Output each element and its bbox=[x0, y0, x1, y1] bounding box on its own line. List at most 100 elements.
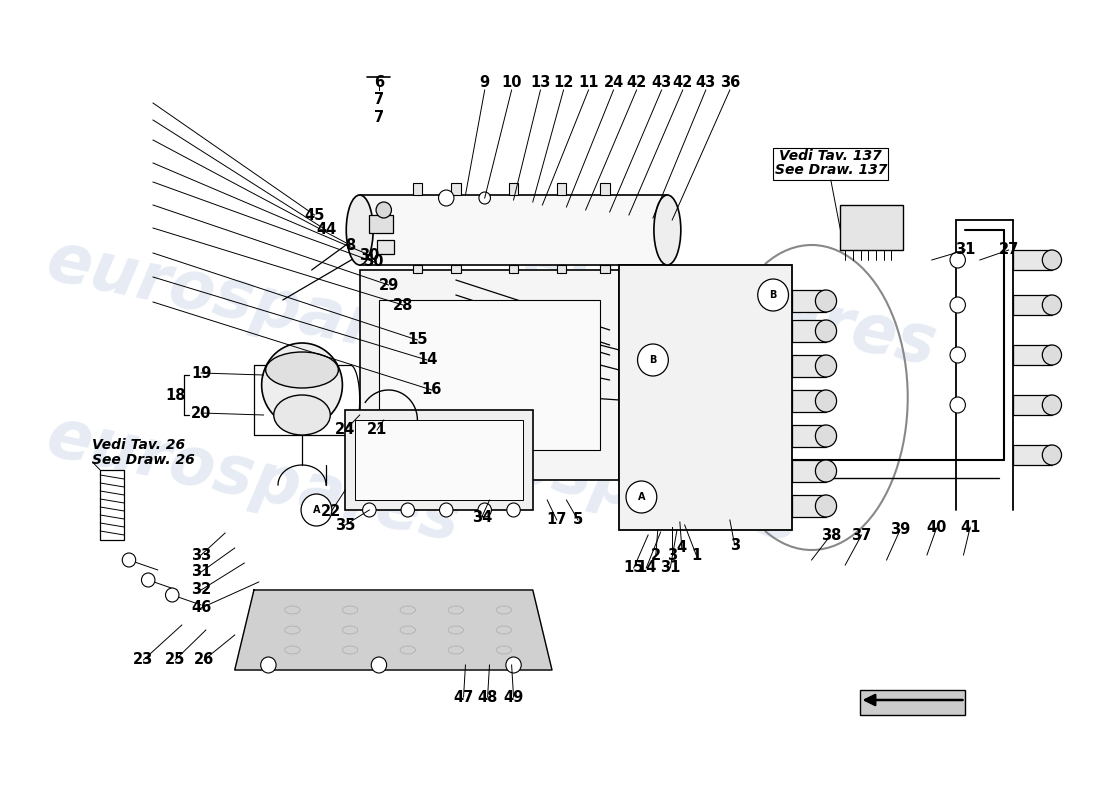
Text: 9: 9 bbox=[480, 75, 490, 90]
Ellipse shape bbox=[815, 495, 837, 517]
Text: 48: 48 bbox=[477, 690, 498, 705]
Text: 42: 42 bbox=[672, 75, 693, 90]
Bar bbox=[792, 390, 826, 412]
Text: eurospares: eurospares bbox=[41, 228, 466, 380]
Text: 16: 16 bbox=[421, 382, 442, 398]
Text: 34: 34 bbox=[472, 510, 492, 525]
Text: 45: 45 bbox=[305, 207, 324, 222]
Ellipse shape bbox=[1043, 345, 1062, 365]
Text: 13: 13 bbox=[530, 75, 551, 90]
Text: eurospares: eurospares bbox=[379, 404, 805, 556]
Ellipse shape bbox=[1043, 250, 1062, 270]
Bar bbox=[1013, 250, 1052, 270]
Ellipse shape bbox=[950, 297, 966, 313]
Ellipse shape bbox=[758, 279, 789, 311]
Bar bbox=[601, 265, 609, 273]
Ellipse shape bbox=[371, 657, 386, 673]
Text: 44: 44 bbox=[316, 222, 337, 238]
Text: 18: 18 bbox=[165, 387, 186, 402]
Bar bbox=[840, 205, 903, 250]
Bar bbox=[859, 690, 966, 715]
Text: See Draw. 26: See Draw. 26 bbox=[92, 453, 195, 467]
Bar bbox=[355, 420, 524, 500]
Text: A: A bbox=[638, 492, 646, 502]
Polygon shape bbox=[234, 590, 552, 670]
Bar bbox=[773, 148, 889, 180]
Bar bbox=[508, 265, 518, 273]
Text: Vedi Tav. 26: Vedi Tav. 26 bbox=[92, 438, 186, 452]
Text: 26: 26 bbox=[194, 653, 214, 667]
Text: 40: 40 bbox=[926, 521, 947, 535]
Text: 20: 20 bbox=[191, 406, 211, 421]
Bar bbox=[360, 270, 619, 480]
Text: eurospares: eurospares bbox=[517, 228, 943, 380]
Text: 31: 31 bbox=[191, 565, 211, 579]
Text: 7: 7 bbox=[374, 110, 384, 125]
Ellipse shape bbox=[815, 320, 837, 342]
Ellipse shape bbox=[950, 347, 966, 363]
Ellipse shape bbox=[653, 195, 681, 265]
Text: 3: 3 bbox=[667, 547, 678, 562]
Text: eurospares: eurospares bbox=[41, 404, 466, 556]
Bar bbox=[792, 355, 826, 377]
Text: 7: 7 bbox=[374, 92, 384, 107]
Bar bbox=[451, 183, 461, 195]
Ellipse shape bbox=[262, 343, 342, 427]
Text: 4: 4 bbox=[676, 541, 686, 555]
Ellipse shape bbox=[478, 192, 491, 204]
Text: 1: 1 bbox=[691, 547, 702, 562]
Text: 33: 33 bbox=[191, 547, 211, 562]
Ellipse shape bbox=[815, 390, 837, 412]
Ellipse shape bbox=[122, 553, 135, 567]
Text: 42: 42 bbox=[627, 75, 647, 90]
Ellipse shape bbox=[1043, 295, 1062, 315]
Text: 30: 30 bbox=[359, 247, 380, 262]
Text: 22: 22 bbox=[321, 505, 341, 519]
Text: 14: 14 bbox=[417, 353, 437, 367]
Text: 43: 43 bbox=[695, 75, 716, 90]
Ellipse shape bbox=[1043, 445, 1062, 465]
Ellipse shape bbox=[626, 481, 657, 513]
Ellipse shape bbox=[950, 252, 966, 268]
Text: 37: 37 bbox=[851, 527, 871, 542]
Ellipse shape bbox=[815, 460, 837, 482]
Ellipse shape bbox=[165, 588, 179, 602]
Bar bbox=[412, 265, 422, 273]
Text: 27: 27 bbox=[999, 242, 1019, 258]
Text: 5: 5 bbox=[573, 513, 583, 527]
Text: 17: 17 bbox=[547, 513, 567, 527]
Ellipse shape bbox=[274, 395, 330, 435]
Text: 47: 47 bbox=[453, 690, 474, 705]
Text: See Draw. 137: See Draw. 137 bbox=[774, 163, 887, 177]
Ellipse shape bbox=[261, 657, 276, 673]
Text: 39: 39 bbox=[890, 522, 910, 538]
Text: 10: 10 bbox=[502, 75, 521, 90]
Bar bbox=[1013, 295, 1052, 315]
Ellipse shape bbox=[402, 503, 415, 517]
Bar bbox=[792, 425, 826, 447]
Bar bbox=[451, 265, 461, 273]
Text: 15: 15 bbox=[407, 333, 428, 347]
Bar bbox=[601, 183, 609, 195]
Text: 41: 41 bbox=[960, 519, 980, 534]
Ellipse shape bbox=[506, 657, 521, 673]
Bar bbox=[412, 183, 422, 195]
Ellipse shape bbox=[815, 355, 837, 377]
Text: 3: 3 bbox=[729, 538, 739, 553]
Text: 23: 23 bbox=[133, 653, 154, 667]
Text: 29: 29 bbox=[378, 278, 398, 293]
Ellipse shape bbox=[815, 290, 837, 312]
Ellipse shape bbox=[346, 195, 373, 265]
Bar bbox=[792, 495, 826, 517]
Ellipse shape bbox=[439, 190, 454, 206]
Text: 14: 14 bbox=[636, 561, 657, 575]
Text: 24: 24 bbox=[604, 75, 624, 90]
Ellipse shape bbox=[950, 397, 966, 413]
Bar bbox=[619, 265, 792, 530]
Bar bbox=[792, 290, 826, 312]
Bar bbox=[100, 470, 124, 540]
Text: 2: 2 bbox=[651, 547, 661, 562]
Ellipse shape bbox=[440, 503, 453, 517]
Ellipse shape bbox=[1043, 395, 1062, 415]
Text: 8: 8 bbox=[345, 238, 355, 253]
